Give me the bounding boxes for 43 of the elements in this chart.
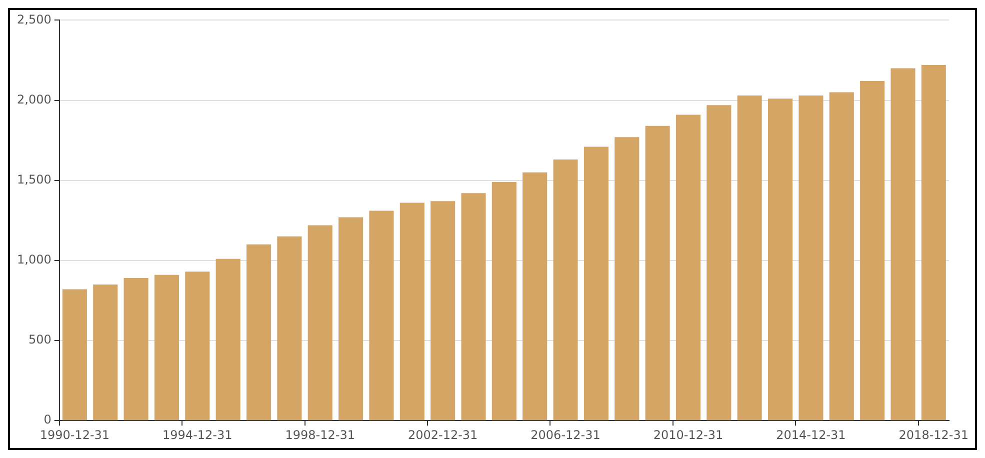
- bar: [645, 126, 670, 420]
- bar: [737, 95, 762, 420]
- x-tick-label: 1990-12-31: [40, 428, 110, 442]
- bar: [400, 202, 424, 420]
- bar: [338, 217, 364, 420]
- bar: [369, 210, 394, 420]
- y-tick-label: 2,000: [16, 92, 52, 106]
- bar: [492, 182, 516, 420]
- bar: [430, 201, 456, 420]
- bar: [308, 225, 332, 420]
- x-tick-label: 2018-12-31: [898, 428, 969, 442]
- bar: [584, 146, 608, 420]
- bar: [676, 114, 701, 420]
- bar: [614, 137, 640, 420]
- bar: [93, 284, 118, 420]
- bar: [277, 236, 302, 420]
- y-tick-label: 2,500: [16, 12, 52, 26]
- bar: [185, 272, 210, 420]
- bar: [860, 81, 885, 420]
- y-tick-label: 1,000: [16, 252, 52, 267]
- x-tick-label: 2014-12-31: [776, 428, 846, 442]
- bar: [768, 98, 793, 420]
- x-tick-label: 1998-12-31: [285, 428, 355, 442]
- x-tick-label: 2002-12-31: [408, 428, 478, 442]
- bar: [522, 172, 548, 420]
- y-tick-label: 500: [28, 332, 52, 347]
- x-tick-label: 2010-12-31: [653, 428, 724, 442]
- y-tick-label: 0: [44, 412, 52, 427]
- bar: [921, 65, 946, 420]
- bar: [461, 193, 486, 420]
- bar: [706, 105, 732, 420]
- bar: [124, 278, 148, 420]
- x-tick-label: 1994-12-31: [162, 428, 232, 442]
- bar: [216, 258, 240, 420]
- bar: [246, 244, 272, 420]
- bar: [829, 92, 854, 420]
- bar: [890, 68, 916, 420]
- bar: [62, 289, 87, 420]
- bar: [553, 160, 578, 420]
- bar: [154, 274, 179, 420]
- x-tick-label: 2006-12-31: [530, 428, 600, 442]
- y-tick-label: 1,500: [16, 172, 52, 186]
- bar: [798, 95, 824, 420]
